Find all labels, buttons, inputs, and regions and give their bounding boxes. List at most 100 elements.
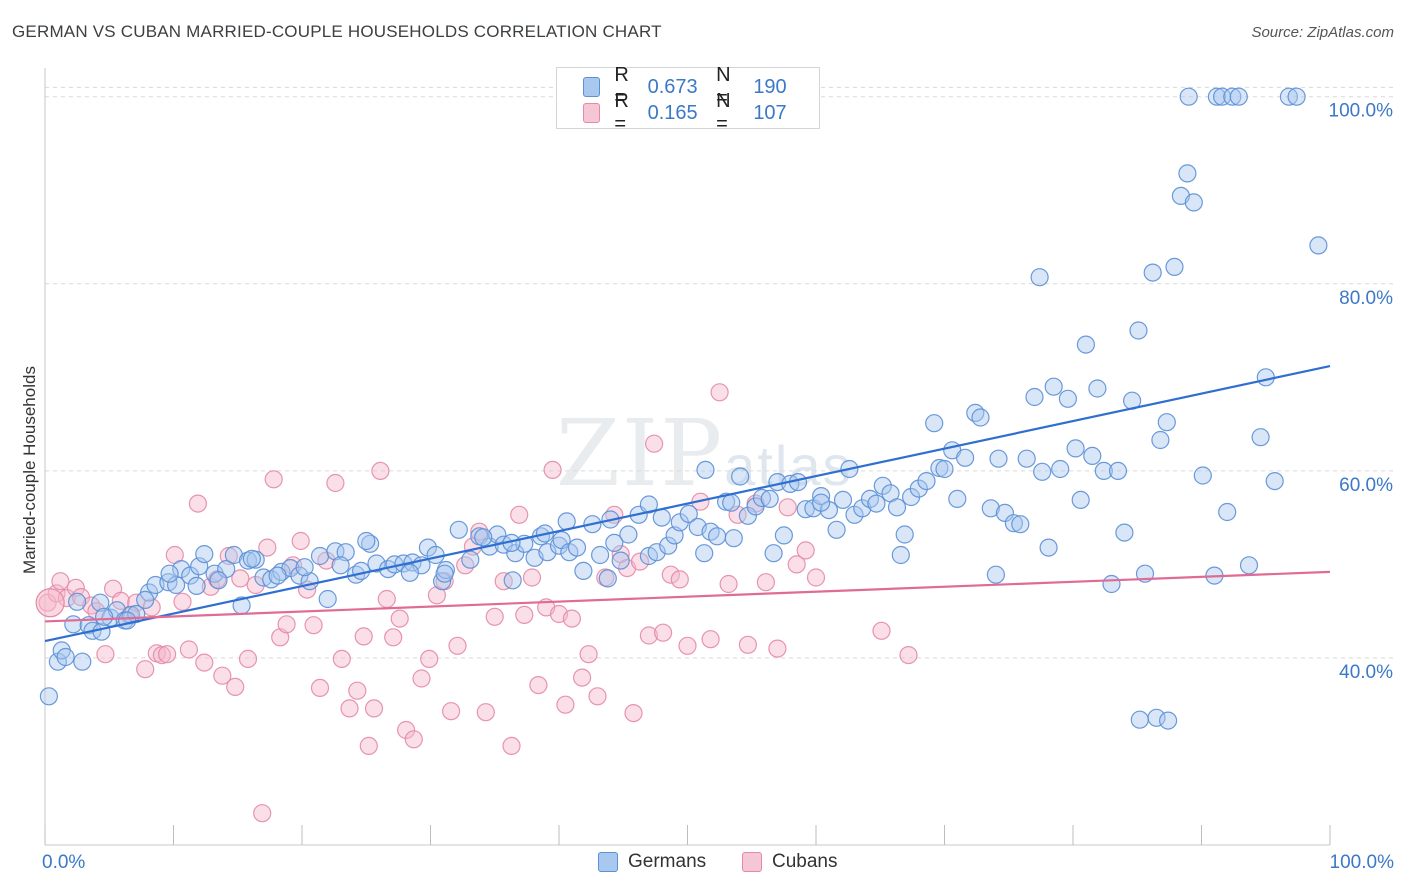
cuban-point	[515, 605, 534, 625]
german-point	[449, 520, 468, 539]
german-point	[461, 550, 480, 569]
german-point	[567, 538, 587, 557]
german-point	[209, 571, 228, 590]
german-point	[1179, 87, 1198, 106]
german-point	[1287, 87, 1306, 106]
german-point	[611, 551, 630, 570]
german-point	[418, 538, 437, 557]
german-point	[39, 687, 59, 706]
german-point	[696, 460, 715, 479]
cuban-point	[476, 703, 495, 722]
cuban-point	[768, 639, 787, 658]
german-point	[1207, 87, 1227, 106]
cuban-point	[543, 460, 562, 479]
german-point	[752, 488, 772, 508]
axes	[44, 68, 1331, 846]
series-legend: Germans Cubans	[0, 851, 1406, 877]
cuban-point	[670, 570, 689, 589]
cuban-point	[188, 494, 207, 513]
legend-r-value: 0.165	[647, 101, 698, 124]
german-point	[659, 536, 678, 555]
german-point	[118, 611, 137, 630]
german-point	[1265, 472, 1284, 491]
cuban-point	[142, 598, 161, 617]
german-point	[774, 526, 794, 545]
german-point	[955, 448, 975, 467]
cuban-point	[412, 669, 431, 688]
cuban-point	[661, 565, 680, 584]
cuban-point	[522, 568, 542, 587]
german-point	[707, 527, 727, 546]
cuban-point	[579, 645, 598, 664]
german-point	[695, 544, 714, 563]
legend-swatch-germans	[583, 77, 601, 97]
german-point	[1158, 711, 1178, 730]
cuban-point	[310, 678, 330, 698]
legend-n-label: N =	[716, 90, 731, 135]
legend-swatch-cubans	[583, 103, 601, 123]
cuban-point	[562, 609, 582, 628]
german-point	[91, 593, 110, 612]
german-point	[971, 408, 990, 427]
german-point	[1025, 387, 1044, 407]
german-point	[331, 556, 350, 575]
cuban-point	[231, 569, 250, 588]
german-point	[679, 504, 698, 524]
german-point	[724, 529, 743, 548]
cuban-point	[283, 556, 303, 575]
cuban-point	[719, 574, 738, 594]
german-point	[352, 561, 371, 581]
y-tick-labels: 40.0% 60.0% 80.0% 100.0%	[1329, 101, 1394, 683]
german-point	[503, 571, 522, 590]
cuban-point	[639, 626, 659, 645]
cuban-point	[796, 541, 815, 560]
cuban-point	[420, 649, 439, 669]
legend-r-value: 0.673	[647, 75, 698, 98]
cuban-point	[644, 434, 664, 453]
series-legend-swatch-cubans	[742, 852, 762, 872]
chart-title: GERMAN VS CUBAN MARRIED-COUPLE HOUSEHOLD…	[12, 22, 662, 41]
cuban-point	[326, 473, 345, 493]
german-point	[295, 558, 314, 577]
cuban-point	[195, 653, 214, 672]
cuban-point	[136, 660, 155, 679]
german-point	[639, 495, 659, 514]
german-point	[310, 546, 330, 566]
german-point	[605, 533, 624, 553]
german-point	[195, 544, 214, 564]
german-point	[1115, 523, 1134, 542]
german-point	[160, 564, 179, 583]
german-point	[56, 647, 75, 667]
german-point	[1039, 538, 1058, 557]
german-point	[1051, 459, 1070, 479]
german-point	[574, 561, 593, 581]
german-point	[1076, 335, 1096, 354]
german-point	[760, 489, 779, 508]
german-point	[1094, 461, 1113, 480]
cuban-point	[806, 568, 826, 587]
german-point	[73, 652, 92, 671]
cuban-point	[384, 628, 403, 647]
legend-n-label: N =	[716, 64, 731, 109]
cuban-point	[756, 573, 776, 592]
german-point	[367, 554, 386, 573]
series-legend-swatch-germans	[598, 852, 618, 872]
german-point	[435, 564, 454, 583]
cuban-point	[427, 586, 446, 605]
cuban-point	[404, 730, 423, 749]
series-legend-label-germans: Germans	[628, 851, 707, 872]
german-point	[590, 545, 610, 565]
german-point	[647, 543, 666, 562]
german-point	[873, 476, 892, 495]
german-point	[891, 545, 910, 565]
cuban-point	[332, 649, 351, 669]
cuban-point	[701, 630, 720, 649]
cuban-point	[179, 640, 198, 659]
cuban-point	[354, 627, 373, 646]
german-point	[1309, 236, 1328, 255]
german-point	[64, 615, 83, 634]
cuban-point	[653, 623, 673, 642]
german-point	[764, 544, 783, 563]
german-point	[357, 531, 376, 551]
german-point	[986, 565, 1006, 584]
